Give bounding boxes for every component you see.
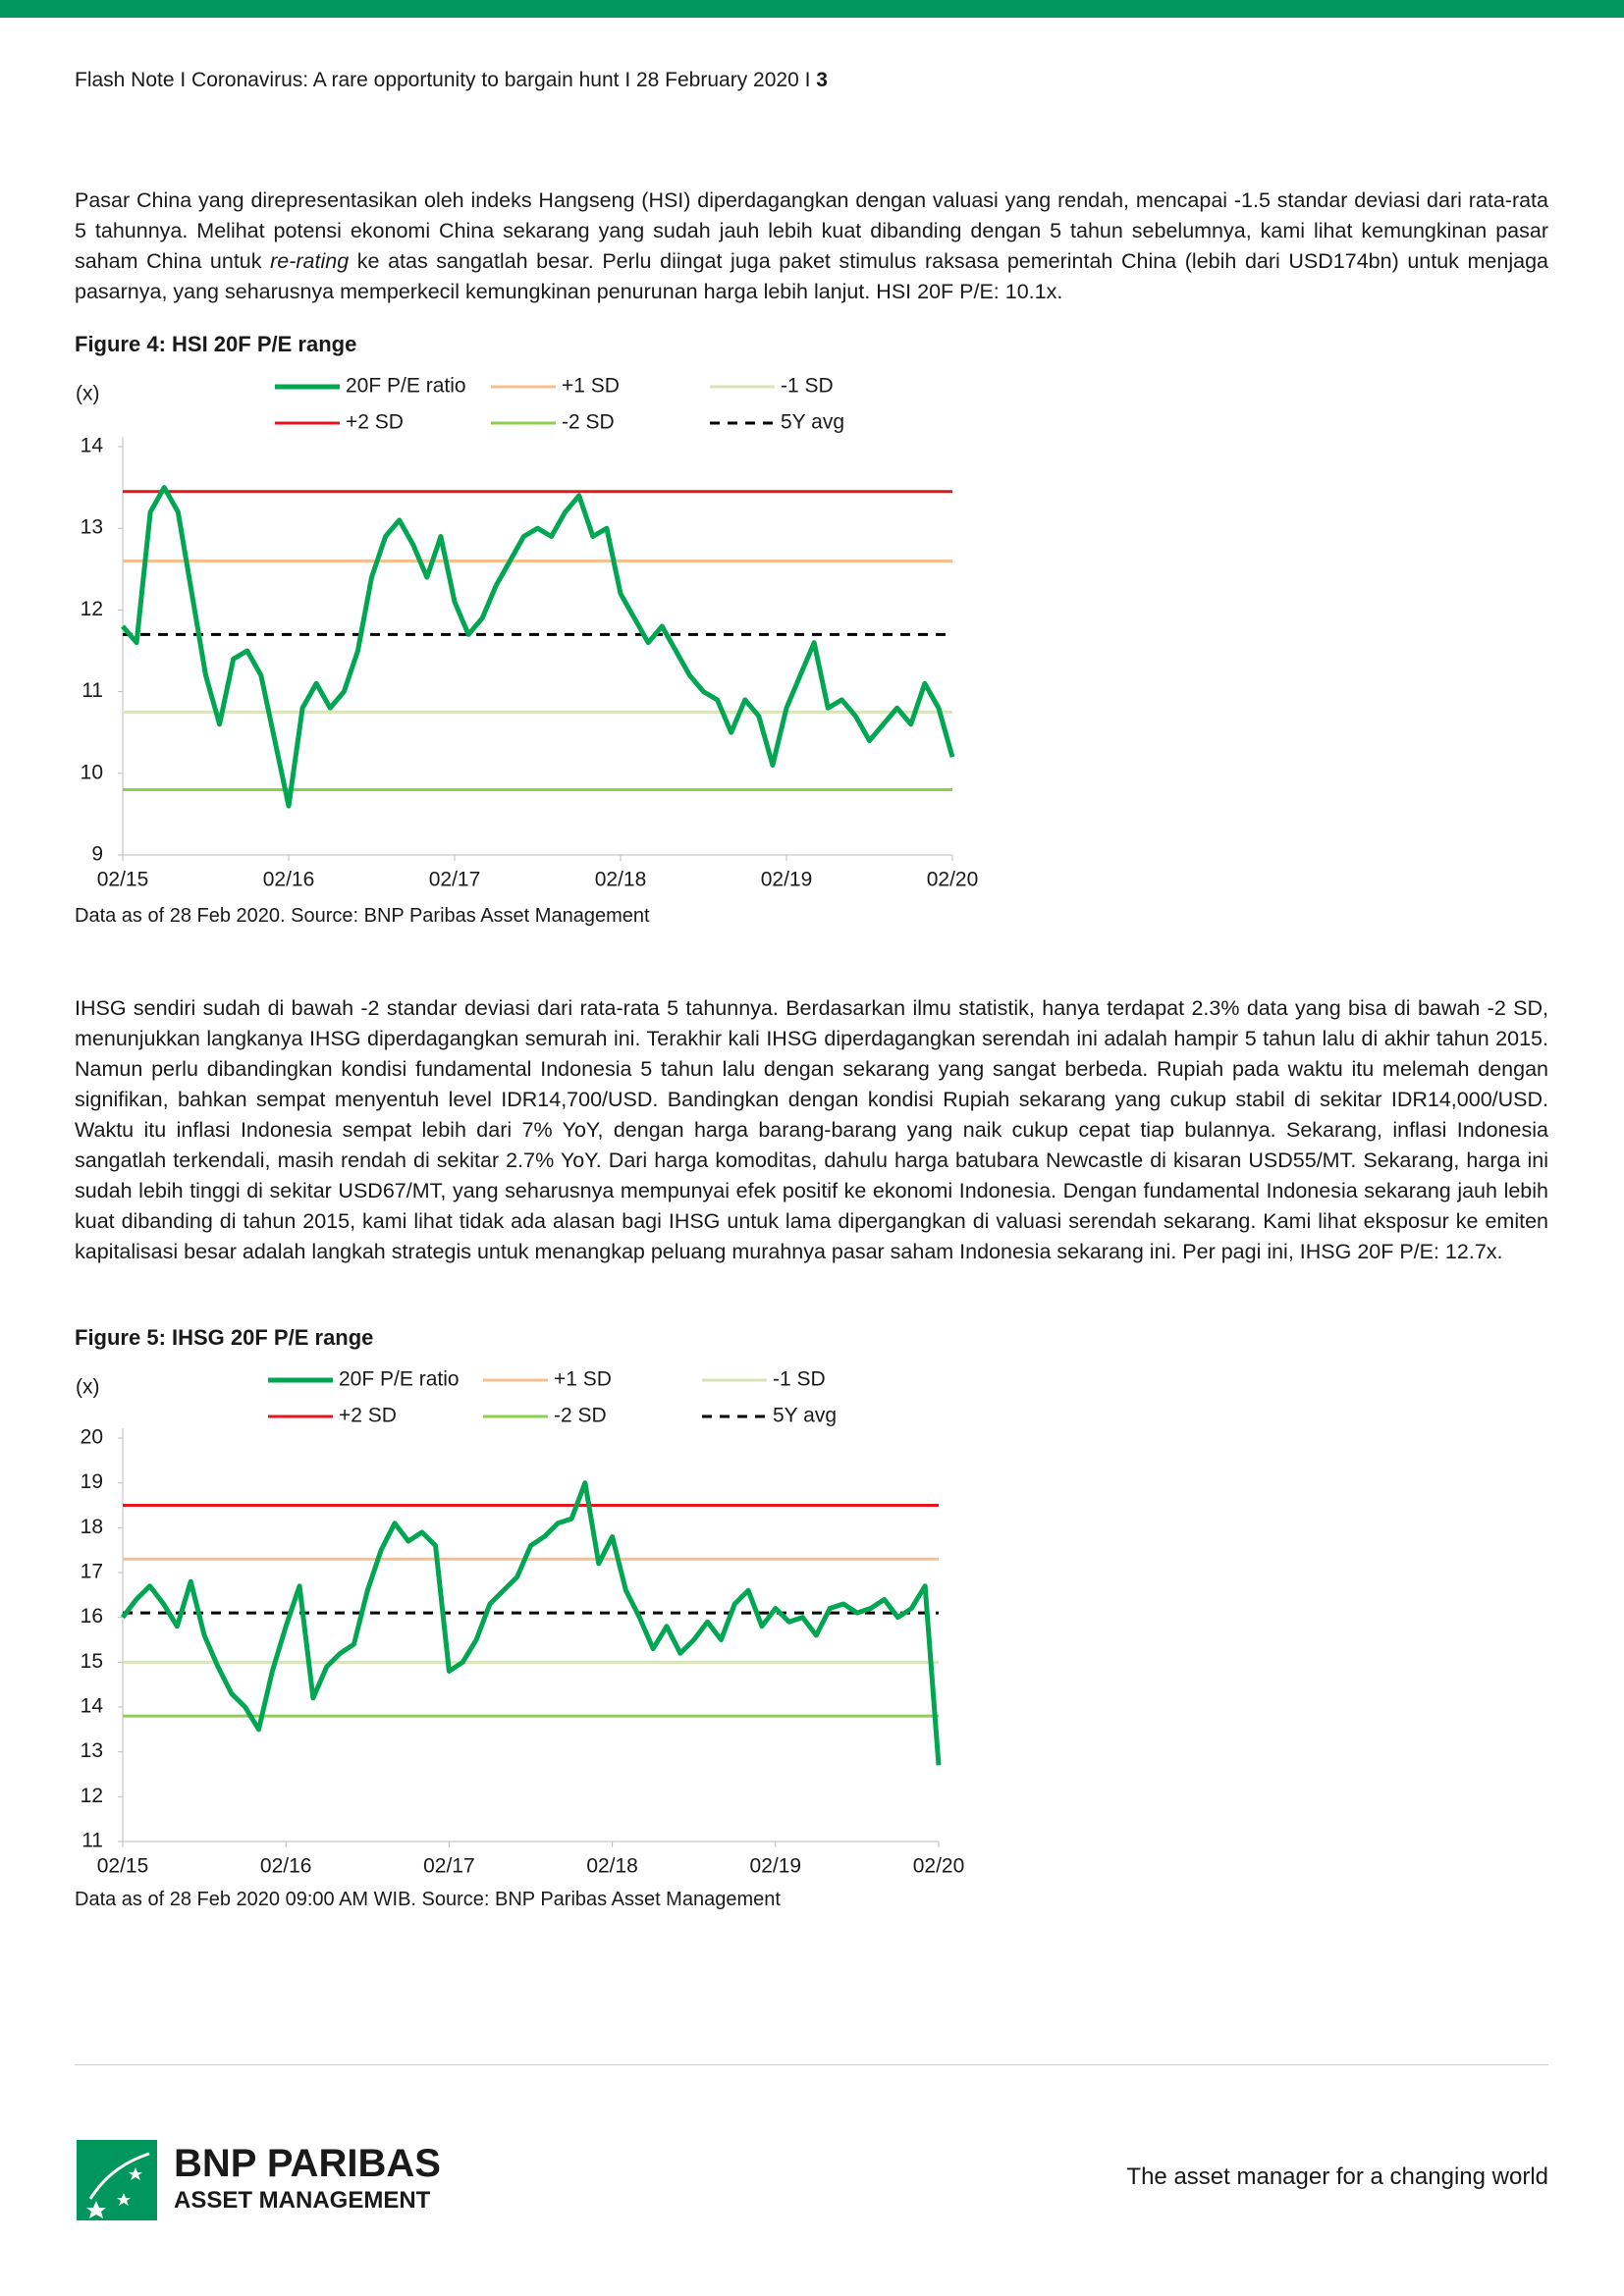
footer-rule <box>75 2064 1548 2065</box>
y-tick-label: 17 <box>81 1561 103 1583</box>
legend-label: -1 SD <box>773 1368 826 1391</box>
header-text: Flash Note I Coronavirus: A rare opportu… <box>75 69 817 91</box>
legend-label: -2 SD <box>554 1405 607 1427</box>
y-axis-label: (x) <box>76 383 100 405</box>
paragraph: Pasar China yang direpresentasikan oleh … <box>75 186 1548 307</box>
legend-label: 20F P/E ratio <box>339 1368 460 1391</box>
x-tick-label: 02/15 <box>97 1855 149 1878</box>
figure-title: Figure 4: HSI 20F P/E range <box>75 332 357 356</box>
y-tick-label: 10 <box>81 761 103 783</box>
y-tick-label: 12 <box>81 598 103 620</box>
brand: BNP PARIBAS <box>174 2142 441 2185</box>
italic-text: re-rating <box>270 249 350 273</box>
data-line <box>121 485 955 809</box>
y-tick-label: 12 <box>81 1785 103 1807</box>
top-bar <box>0 0 1624 18</box>
y-tick-label: 14 <box>81 1695 104 1718</box>
source: Data as of 28 Feb 2020 09:00 AM WIB. Sou… <box>75 1889 781 1910</box>
source: Data as of 28 Feb 2020. Source: BNP Pari… <box>75 905 650 927</box>
x-tick-label: 02/18 <box>586 1855 638 1878</box>
y-tick-label: 19 <box>81 1470 103 1493</box>
chart: (x) 9 10 11 12 13 14 02/15 02/16 02/17 02/18 02/19 0… <box>76 375 979 891</box>
tagline: The asset manager for a changing world <box>1126 2163 1548 2190</box>
y-tick-label: 11 <box>81 1830 103 1852</box>
legend-label: 20F P/E ratio <box>346 375 466 398</box>
y-tick-label: 16 <box>81 1605 103 1628</box>
x-tick-label: 02/20 <box>927 869 979 891</box>
x-tick-label: 02/19 <box>750 1855 802 1878</box>
y-tick-label: 11 <box>81 679 103 702</box>
legend-label: -2 SD <box>562 411 615 434</box>
legend-label: +2 SD <box>346 411 404 434</box>
legend-label: +1 SD <box>562 375 620 398</box>
text: ke atas sangatlah besar. Perlu diingat j… <box>75 249 1548 303</box>
y-tick-label: 20 <box>81 1426 103 1449</box>
x-tick-label: 02/15 <box>97 869 149 891</box>
text: IHSG sendiri sudah di bawah -2 standar d… <box>75 996 1548 1263</box>
y-tick-label: 13 <box>81 1739 103 1762</box>
y-tick-label: 13 <box>81 516 103 539</box>
x-tick-label: 02/17 <box>429 869 481 891</box>
logo-icon <box>77 2140 157 2220</box>
legend-label: 5Y avg <box>773 1405 837 1427</box>
x-tick-label: 02/16 <box>263 869 315 891</box>
y-tick-label: 15 <box>81 1650 103 1673</box>
legend-label: +2 SD <box>339 1405 397 1427</box>
legend-label: -1 SD <box>781 375 834 398</box>
data-line <box>121 1480 942 1766</box>
figure-title: Figure 5: IHSG 20F P/E range <box>75 1325 374 1350</box>
y-axis-label: (x) <box>76 1376 100 1399</box>
y-tick-label: 14 <box>81 435 104 457</box>
x-tick-label: 02/19 <box>761 869 813 891</box>
y-tick-label: 9 <box>91 843 103 866</box>
brand-sub: ASSET MANAGEMENT <box>174 2187 431 2214</box>
legend-label: 5Y avg <box>781 411 844 434</box>
x-tick-label: 02/16 <box>260 1855 312 1878</box>
header: Flash Note I Coronavirus: A rare opportu… <box>75 69 828 92</box>
page-number: 3 <box>816 69 828 91</box>
x-tick-label: 02/20 <box>913 1855 965 1878</box>
x-tick-label: 02/18 <box>595 869 647 891</box>
text: Pasar China yang direpresentasikan oleh … <box>75 188 1548 273</box>
legend-label: +1 SD <box>554 1368 612 1391</box>
y-tick-label: 18 <box>81 1516 103 1538</box>
paragraph: IHSG sendiri sudah di bawah -2 standar d… <box>75 993 1548 1267</box>
chart: (x) 11 12 13 14 15 16 17 18 19 20 02/15 02/16 02/17 02… <box>76 1368 965 1878</box>
x-tick-label: 02/17 <box>423 1855 475 1878</box>
